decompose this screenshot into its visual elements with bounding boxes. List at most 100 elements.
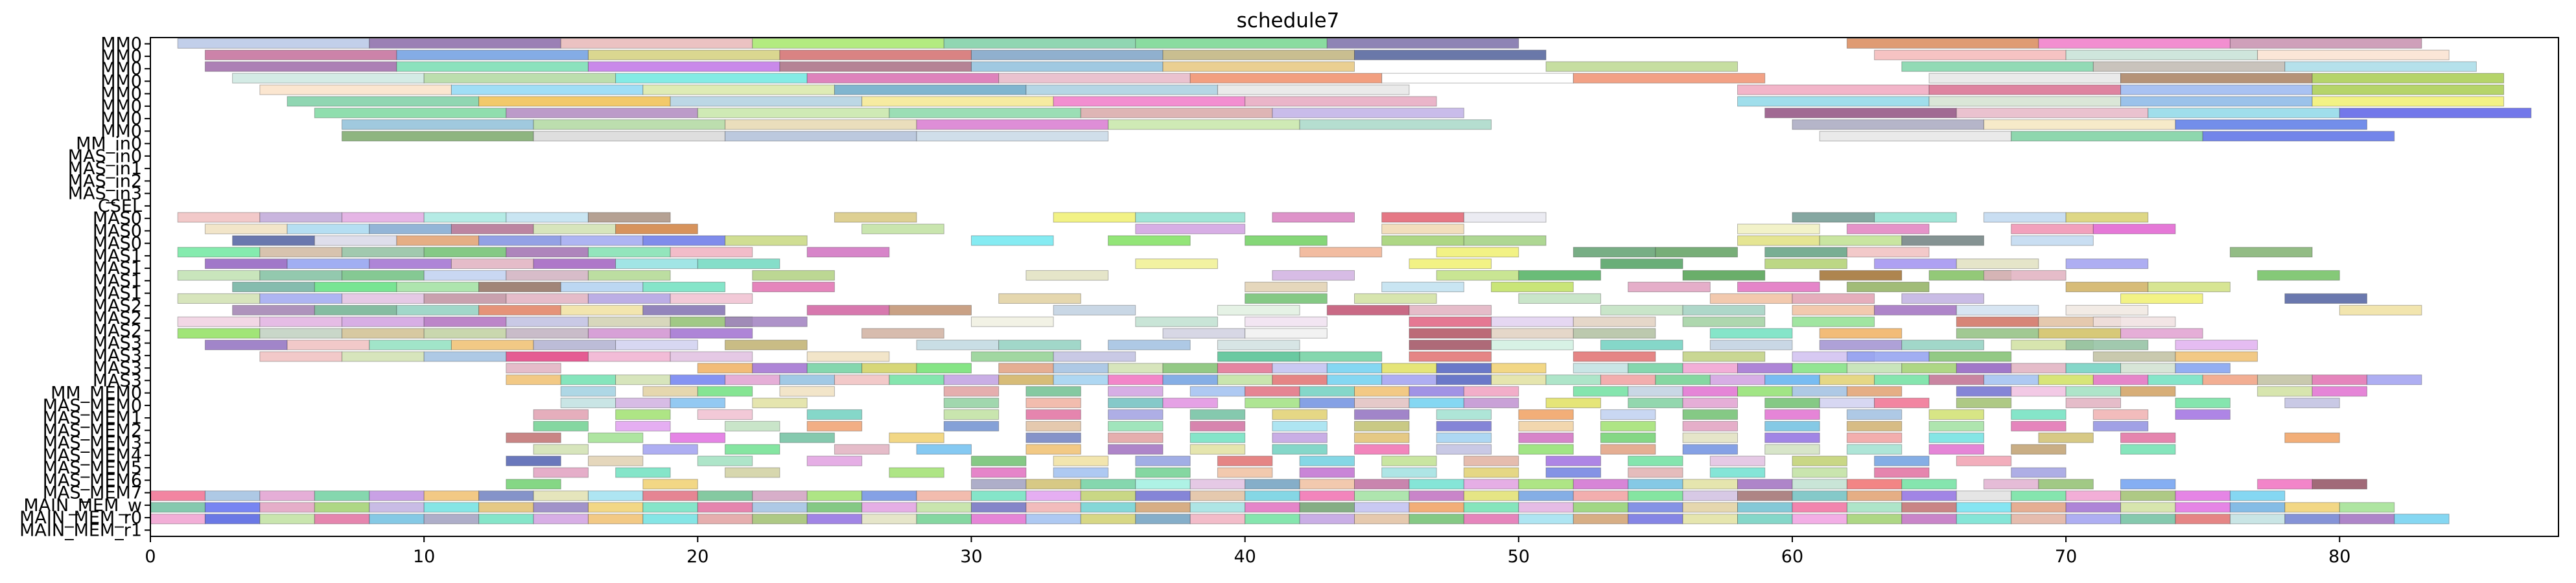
task-bar xyxy=(642,490,698,501)
y-tick-label: MAS_MEM4 xyxy=(43,446,142,466)
task-bar xyxy=(1956,398,2012,409)
task-bar xyxy=(423,490,480,501)
task-bar xyxy=(506,108,698,119)
task-bar xyxy=(2011,467,2067,478)
task-bar xyxy=(1682,420,1739,431)
task-bar xyxy=(2065,304,2149,315)
task-bar xyxy=(1655,374,1711,385)
task-bar xyxy=(943,374,1000,385)
task-bar xyxy=(725,444,780,455)
task-bar xyxy=(1819,374,1875,385)
task-bar xyxy=(970,479,1027,490)
task-bar xyxy=(861,328,944,339)
task-bar xyxy=(342,212,425,223)
task-bar xyxy=(1217,363,1273,374)
task-bar xyxy=(204,61,397,72)
task-bar xyxy=(1463,490,1519,501)
task-bar xyxy=(1737,514,1793,525)
task-bar xyxy=(916,119,1109,130)
task-bar xyxy=(752,490,808,501)
y-tick-label: MAS0 xyxy=(93,234,142,254)
task-bar xyxy=(2175,351,2258,362)
task-bar xyxy=(1025,490,1081,501)
task-bar xyxy=(314,235,397,246)
task-bar xyxy=(1545,455,1601,466)
task-bar xyxy=(259,293,343,304)
task-bar xyxy=(1108,119,1300,130)
task-bar xyxy=(1682,514,1739,525)
y-tick-label: MAIN_MEM_r0 xyxy=(19,508,142,528)
task-bar xyxy=(2092,351,2176,362)
task-bar xyxy=(1189,409,1246,420)
task-bar xyxy=(2148,281,2231,293)
task-bar xyxy=(970,467,1027,478)
task-bar xyxy=(1737,386,1793,397)
task-bar xyxy=(1846,514,1903,525)
y-axis: MM0MM0MM0MM0MM0MM0MM0MM0MM_in0MAS_in0MAS… xyxy=(19,34,150,540)
task-bar xyxy=(642,235,726,246)
task-bar xyxy=(1709,339,1793,350)
task-bar xyxy=(1272,108,1464,119)
task-bar xyxy=(2312,84,2505,95)
task-bar xyxy=(259,351,343,362)
task-bar xyxy=(615,409,671,420)
task-bar xyxy=(1682,490,1739,501)
task-bar xyxy=(2339,514,2395,525)
task-bar xyxy=(2284,398,2340,409)
task-bar xyxy=(1245,328,1328,339)
task-bar xyxy=(1245,490,1300,501)
task-bar xyxy=(1354,432,1410,443)
task-bar xyxy=(1409,479,1464,490)
task-bar xyxy=(587,293,671,304)
task-bar xyxy=(615,223,698,234)
x-tick-label: 0 xyxy=(145,547,156,567)
task-bar xyxy=(2011,490,2067,501)
task-bar xyxy=(1135,514,1191,525)
task-bar xyxy=(1792,212,1875,223)
task-bar xyxy=(177,270,261,281)
task-bar xyxy=(1928,420,1984,431)
task-bar xyxy=(1764,108,1957,119)
task-bar xyxy=(150,490,205,501)
task-bar xyxy=(806,73,1000,84)
task-bar xyxy=(1764,247,1847,258)
task-bar xyxy=(752,363,808,374)
task-bar xyxy=(1025,409,1081,420)
task-bar xyxy=(2092,409,2149,420)
task-bar xyxy=(560,304,644,315)
y-tick-label: MM0 xyxy=(100,109,142,129)
task-bar xyxy=(970,235,1054,246)
task-bar xyxy=(2011,363,2067,374)
task-bar xyxy=(1682,502,1739,513)
task-bar xyxy=(451,223,534,234)
y-tick-label: MAS1 xyxy=(93,246,142,266)
task-bar xyxy=(2175,339,2258,350)
task-bar xyxy=(697,108,890,119)
task-bar xyxy=(423,270,507,281)
task-bar xyxy=(2092,374,2149,385)
task-bar xyxy=(1545,398,1601,409)
task-bar xyxy=(1792,386,1847,397)
task-bar xyxy=(533,119,726,130)
task-bar xyxy=(670,398,726,409)
task-bar xyxy=(1245,316,1328,327)
task-bar xyxy=(861,502,917,513)
task-bar xyxy=(1080,502,1136,513)
x-tick-label: 70 xyxy=(2055,547,2077,567)
task-bar xyxy=(533,258,616,269)
task-bar xyxy=(2284,293,2367,304)
task-bar xyxy=(1901,363,1957,374)
task-bar xyxy=(1217,351,1300,362)
task-bar xyxy=(314,490,370,501)
task-bar xyxy=(2257,374,2313,385)
task-bar xyxy=(1299,479,1355,490)
task-bar xyxy=(1436,363,1492,374)
task-bar xyxy=(2257,270,2340,281)
task-bar xyxy=(1381,374,1437,385)
task-bar xyxy=(2011,409,2067,420)
task-bar xyxy=(342,351,425,362)
task-bar xyxy=(1436,270,1519,281)
task-bar xyxy=(478,96,671,107)
task-bar xyxy=(1108,386,1164,397)
task-bar xyxy=(1928,444,1984,455)
